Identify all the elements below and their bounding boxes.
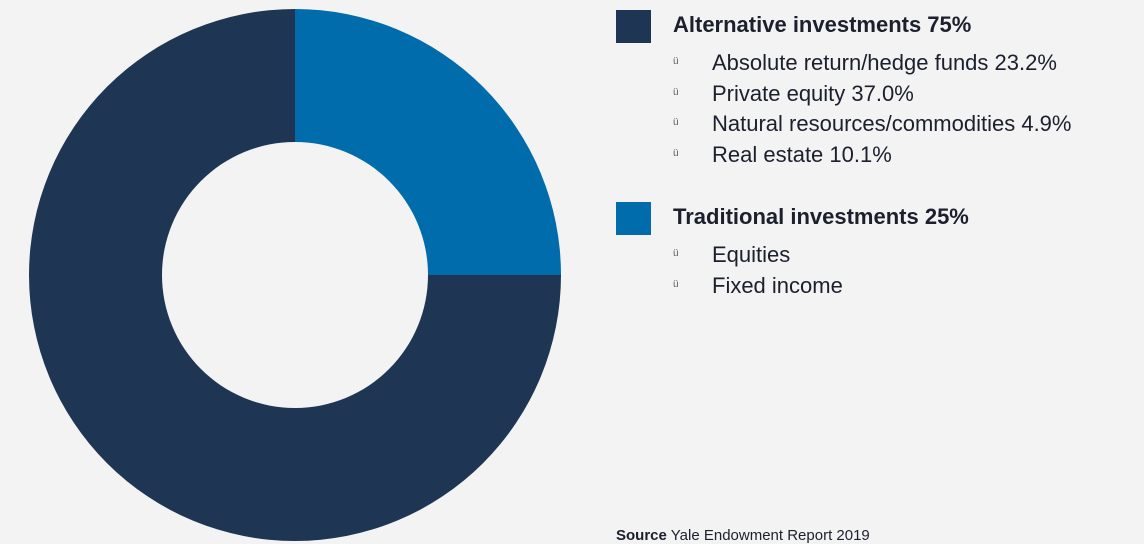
check-bullet-icon: ü [673,248,679,259]
legend-item-label: Real estate 10.1% [712,141,892,167]
source-text: Yale Endowment Report 2019 [670,527,870,544]
legend-item-label: Natural resources/commodities 4.9% [712,111,1072,136]
check-bullet-icon: ü [673,56,679,67]
legend-item-label: Equities [712,242,791,267]
legend-item-label: Fixed income [712,272,843,298]
check-bullet-icon: ü [673,117,679,128]
source-label: Source [616,527,667,544]
legend-swatch-traditional [616,202,651,235]
legend-title-alternative: Alternative investments 75% [673,12,972,37]
legend-item-label: Absolute return/hedge funds 23.2% [712,50,1057,75]
donut-slice-traditional [295,9,561,275]
check-bullet-icon: ü [673,147,679,159]
source-note: Source Yale Endowment Report 2019 [616,527,870,544]
legend-item-label: Private equity 37.0% [712,80,914,106]
donut-slice-alternative [29,9,561,541]
legend-swatch-alternative [616,10,651,43]
donut-chart [29,9,561,541]
check-bullet-icon: ü [673,86,679,98]
legend-title-traditional: Traditional investments 25% [673,204,969,229]
check-bullet-icon: ü [673,278,679,290]
